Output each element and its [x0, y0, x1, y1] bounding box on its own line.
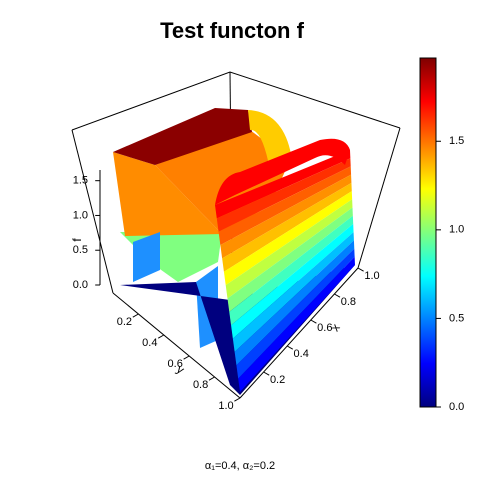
tick-label: 0.4: [294, 348, 309, 360]
tick-mark: [334, 293, 341, 298]
surface-band: [218, 166, 352, 246]
surface-band: [231, 223, 354, 339]
tick-label: 0.6: [317, 322, 332, 334]
tick-mark: [263, 371, 270, 376]
surface-band: [232, 232, 354, 352]
tick-label: 0.2: [117, 316, 132, 328]
tick-mark: [208, 376, 215, 381]
surface-cap: [215, 138, 350, 205]
tick-mark: [132, 313, 139, 318]
surface-patch: [113, 152, 222, 236]
subtitle: α₁=0.4, α₂=0.2: [205, 460, 275, 472]
tick-label: 1.0: [364, 270, 379, 282]
tick-label: 1.0: [218, 400, 233, 412]
tick-label: 1.0: [73, 209, 88, 221]
surface-band: [238, 256, 355, 392]
surface-band: [234, 240, 355, 366]
surface-band: [227, 207, 353, 312]
z-axis-label: f: [70, 238, 84, 242]
tick-label: 0.5: [73, 244, 88, 256]
colorbar-tick-label: 0.0: [449, 401, 464, 413]
tick-label: 1.5: [73, 175, 88, 187]
surface-patch: [113, 108, 252, 165]
tick-label: 0.8: [193, 379, 208, 391]
tick-label: 0.2: [270, 374, 285, 386]
colorbar-tick-label: 1.5: [449, 135, 464, 147]
surface-patch: [133, 232, 160, 282]
surface: [113, 108, 355, 395]
tick-mark: [234, 397, 241, 402]
surface-band: [225, 199, 353, 299]
surface-band: [215, 150, 351, 219]
tick-label: 0.0: [73, 279, 88, 291]
surface-band: [229, 215, 354, 326]
surface-band: [220, 174, 352, 259]
tick-mark: [286, 345, 294, 350]
chart-title: Test functon f: [160, 18, 304, 43]
colorbar-tick-label: 0.5: [449, 312, 464, 324]
surface-band: [216, 158, 351, 232]
box-front: [112, 267, 359, 399]
tick-mark: [183, 355, 190, 360]
surface-band: [222, 182, 352, 272]
tick-label: 0.6: [168, 358, 183, 370]
surface-patch: [248, 110, 292, 170]
surface-band: [236, 248, 355, 379]
surface-band: [223, 191, 353, 286]
tick-label: 0.4: [142, 337, 157, 349]
tick-label: 0.8: [341, 296, 356, 308]
tick-mark: [357, 267, 364, 272]
tick-mark: [310, 319, 317, 324]
colorbar-tick-label: 1.0: [449, 224, 464, 236]
tick-mark: [157, 334, 165, 339]
colorbar: [419, 57, 437, 408]
